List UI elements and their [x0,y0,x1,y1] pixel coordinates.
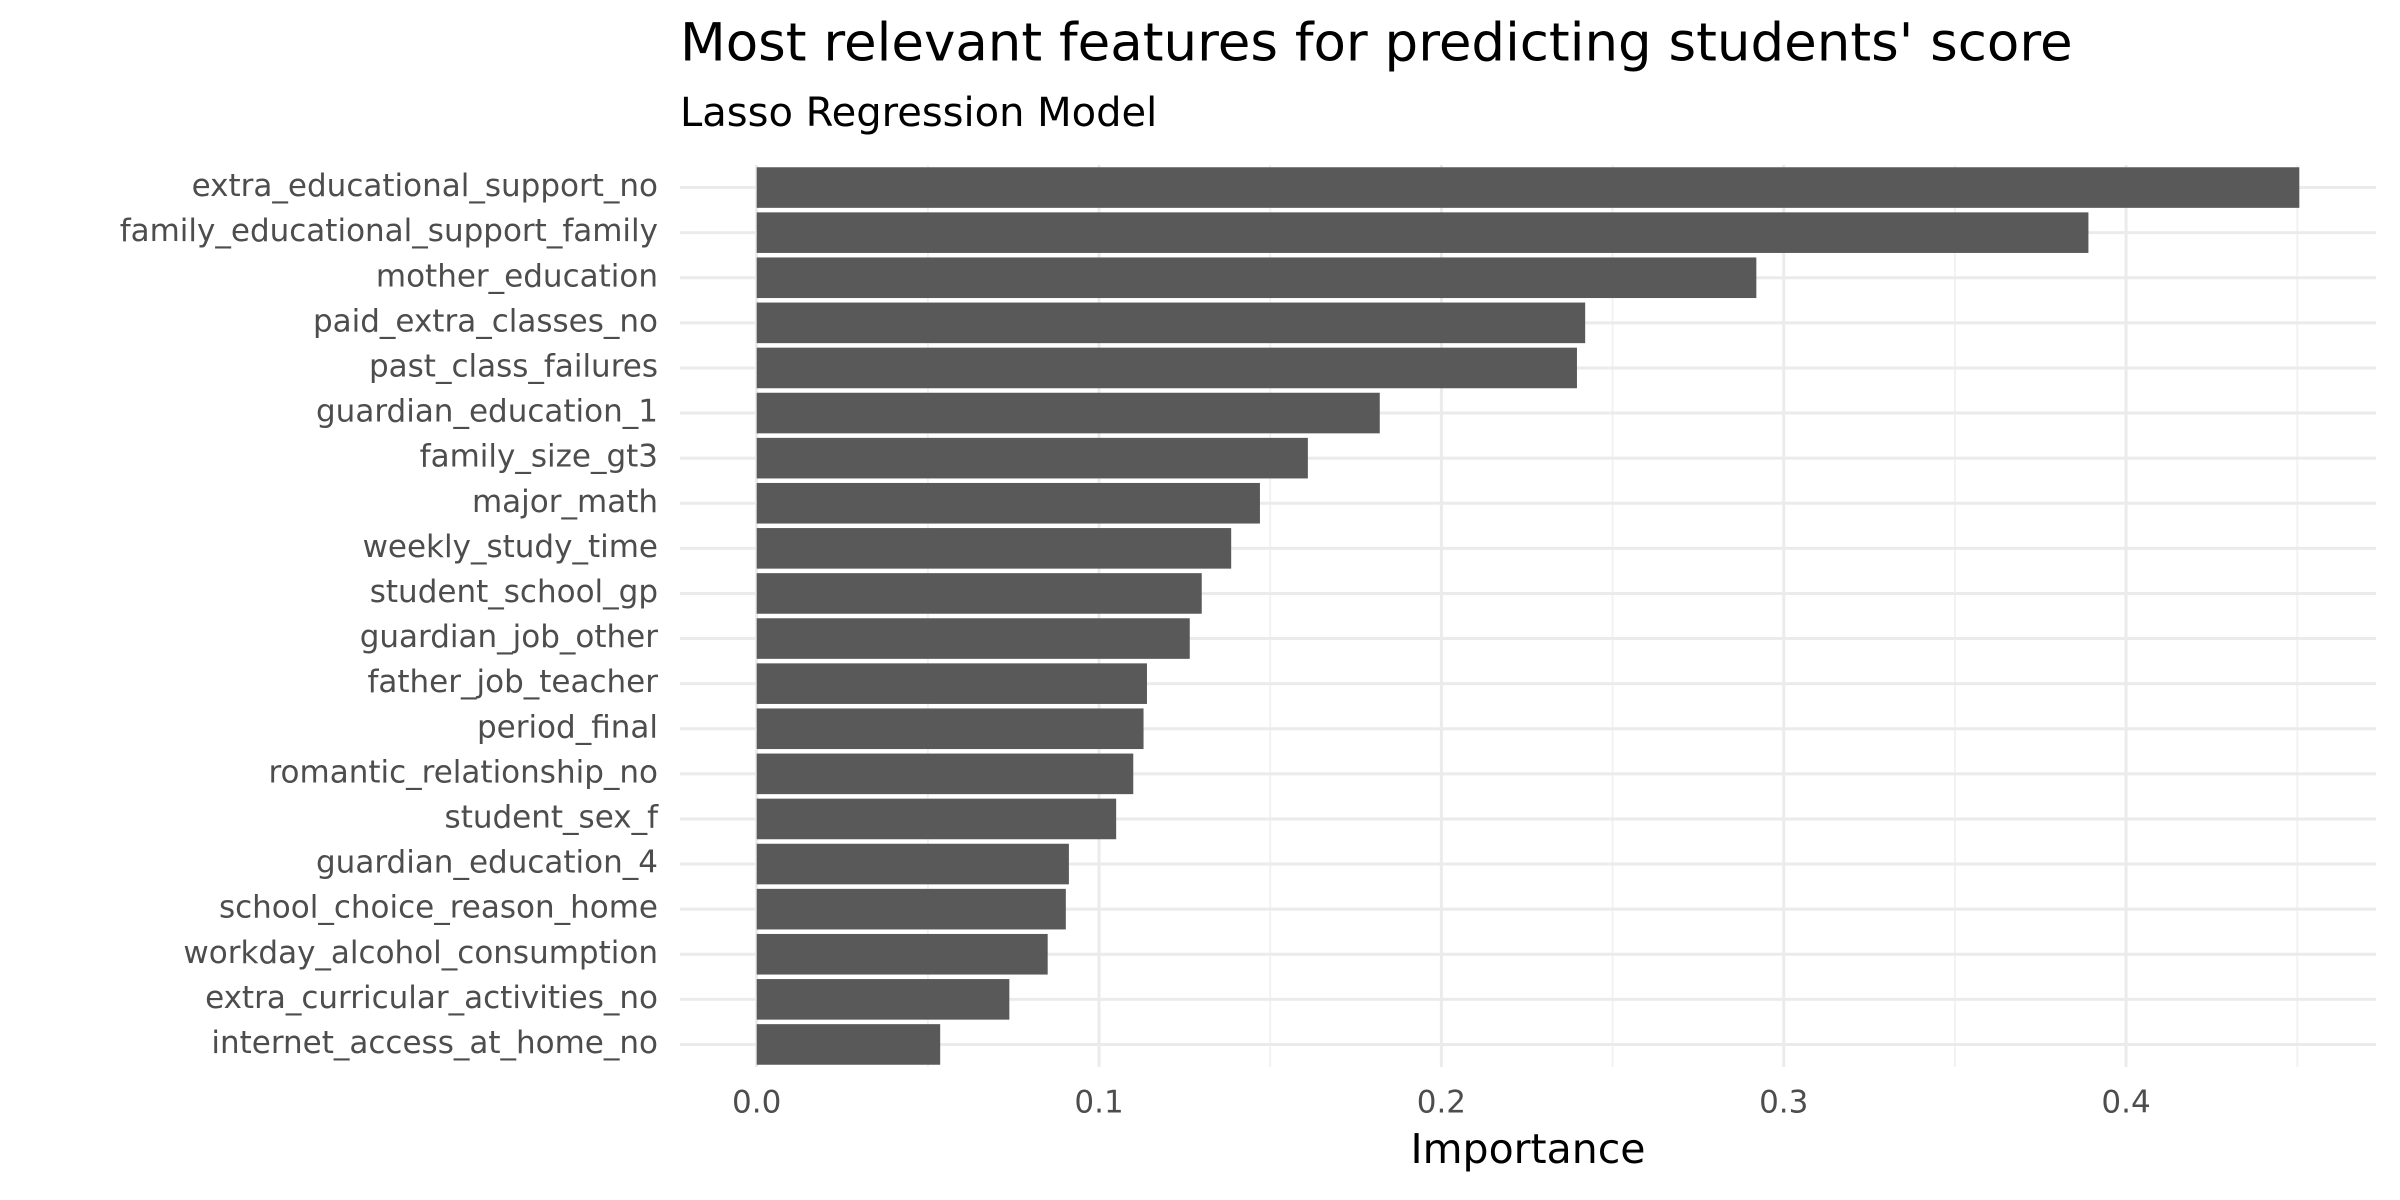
y-tick-label: past_class_failures [369,348,658,384]
x-tick-label: 0.4 [2101,1085,2150,1121]
y-tick-label: family_educational_support_family [120,213,658,249]
bar [756,618,1190,659]
bar [756,888,1066,930]
y-tick-label: guardian_job_other [360,619,659,655]
bar [756,167,2300,208]
y-tick-label: school_choice_reason_home [219,890,658,926]
y-tick-label: workday_alcohol_consumption [183,935,658,971]
bar [756,347,1577,389]
chart-title: Most relevant features for predicting st… [680,13,2073,74]
bar [756,979,1010,1020]
y-tick-label: romantic_relationship_no [268,754,658,790]
x-tick-label: 0.1 [1074,1085,1123,1121]
y-tick-label: period_final [477,709,658,745]
bar [756,302,1586,344]
y-tick-label: extra_curricular_activities_no [205,980,658,1016]
bar [756,437,1308,479]
y-tick-label: guardian_education_1 [316,394,658,430]
x-tick-label: 0.3 [1759,1085,1808,1121]
bar [756,843,1069,885]
y-tick-label: weekly_study_time [363,529,658,565]
y-tick-label: mother_education [376,258,658,294]
y-tick-label: guardian_education_4 [316,845,658,881]
bar [756,798,1117,840]
y-tick-label: family_size_gt3 [420,439,658,475]
y-tick-label: student_sex_f [445,799,660,835]
bar [756,753,1134,795]
y-tick-label: father_job_teacher [367,664,658,700]
bar [756,708,1144,750]
bar [756,257,1757,299]
bar [756,482,1260,524]
bar [756,212,2089,253]
bar [756,528,1232,569]
x-tick-label: 0.2 [1417,1085,1466,1121]
bar [756,933,1048,975]
x-axis-title: Importance [1411,1125,1646,1173]
bar [756,1024,941,1065]
y-tick-label: internet_access_at_home_no [211,1025,658,1061]
chart-subtitle: Lasso Regression Model [680,90,1157,136]
y-tick-label: major_math [472,484,658,520]
y-tick-label: student_school_gp [370,574,658,610]
bar [756,392,1380,434]
y-tick-label: paid_extra_classes_no [313,303,658,339]
bar [756,573,1202,614]
bar [756,663,1147,704]
y-tick-label: extra_educational_support_no [192,168,658,204]
x-tick-label: 0.0 [732,1085,781,1121]
